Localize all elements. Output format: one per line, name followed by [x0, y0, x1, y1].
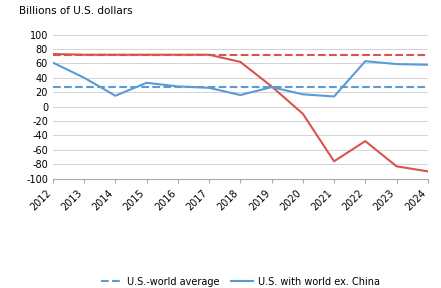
Text: Billions of U.S. dollars: Billions of U.S. dollars [19, 6, 133, 16]
